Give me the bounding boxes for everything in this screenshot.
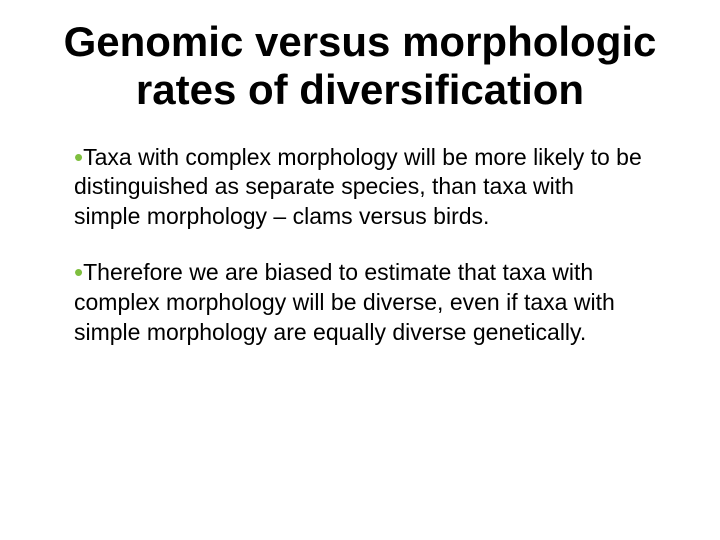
bullet-text: Therefore we are biased to estimate that… [74, 259, 615, 345]
list-item: •Taxa with complex morphology will be mo… [74, 143, 646, 233]
bullet-icon: • [74, 142, 83, 172]
bullet-icon: • [74, 257, 83, 287]
list-item: •Therefore we are biased to estimate tha… [74, 258, 646, 348]
slide: Genomic versus morphologic rates of dive… [0, 0, 720, 540]
bullet-text: Taxa with complex morphology will be mor… [74, 144, 642, 230]
bullet-list: •Taxa with complex morphology will be mo… [50, 143, 670, 348]
slide-title: Genomic versus morphologic rates of dive… [50, 18, 670, 115]
